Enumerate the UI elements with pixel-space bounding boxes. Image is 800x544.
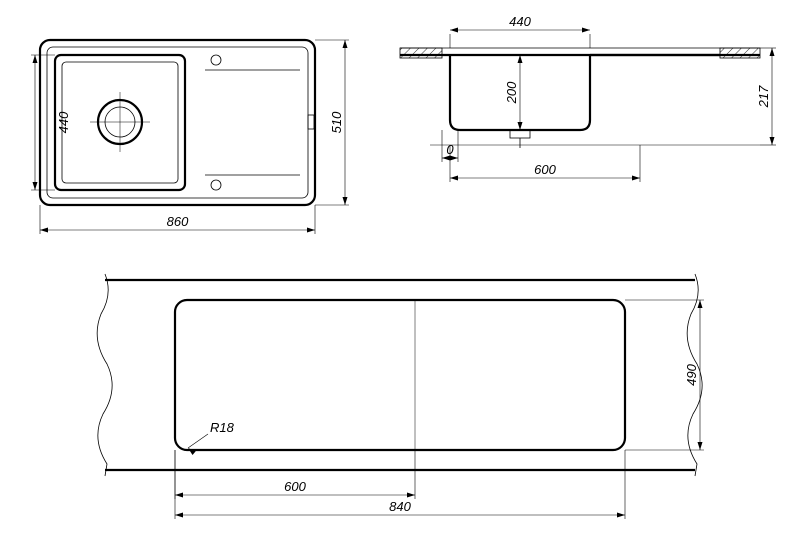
dimension: 440 xyxy=(450,14,590,48)
dim-label: 200 xyxy=(504,81,519,104)
dimension: 510 xyxy=(315,40,349,205)
dimension: 200 xyxy=(504,55,523,130)
dimension: 440 xyxy=(31,55,71,190)
section-view: 440 200 217 0 600 xyxy=(400,14,776,182)
dim-label: 600 xyxy=(534,162,556,177)
dim-label: 860 xyxy=(167,214,189,229)
dim-label: 490 xyxy=(684,363,699,385)
top-view: 860 510 440 xyxy=(31,40,349,234)
dim-label: 0 xyxy=(446,142,454,157)
cutout-view: R18 490 600 840 xyxy=(97,274,704,519)
dim-label: 440 xyxy=(56,111,71,133)
dimension: 600 xyxy=(175,450,415,499)
dim-label: 440 xyxy=(509,14,531,29)
dimension: 217 xyxy=(756,48,776,145)
dimension: 490 xyxy=(625,300,704,450)
dimension: 840 xyxy=(175,450,625,519)
radius-label: R18 xyxy=(210,420,235,435)
dim-label: 600 xyxy=(284,479,306,494)
dim-label: 510 xyxy=(329,111,344,133)
dim-label: 217 xyxy=(756,85,771,108)
dimension: 860 xyxy=(40,205,315,234)
dim-label: 840 xyxy=(389,499,411,514)
dimension: 600 xyxy=(450,145,640,182)
